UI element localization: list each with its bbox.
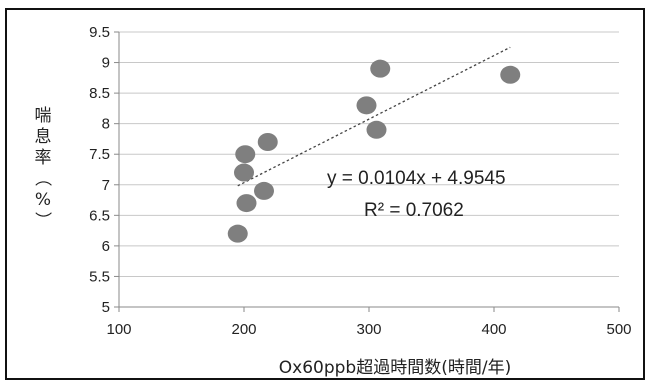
y-tick-label: 6.5: [89, 207, 110, 224]
y-axis-label-char: 息: [35, 127, 52, 147]
data-point: [366, 120, 387, 139]
data-point: [254, 181, 274, 200]
x-axis-label: Ox60ppb超過時間数(時間/年): [279, 358, 511, 378]
y-tick-labels: 5 5.5 6 6.5 7 7.5 8 8.5 9 9.5: [89, 24, 110, 316]
data-points: [227, 59, 521, 243]
data-point: [356, 96, 377, 115]
r-squared-label: R² = 0.7062: [364, 200, 464, 221]
y-axis-label-char: ）: [32, 212, 52, 229]
x-tick-label: 300: [356, 321, 381, 338]
y-tick-label: 8.5: [89, 85, 110, 102]
x-tick-label: 500: [606, 321, 631, 338]
trendline-group: [237, 46, 511, 187]
data-point: [234, 163, 254, 182]
y-axis-label-char: 率: [35, 148, 52, 168]
data-point: [500, 65, 521, 84]
data-point: [227, 224, 248, 243]
y-tick-label: 7.5: [89, 146, 110, 163]
data-point: [370, 59, 391, 78]
y-tick-label: 9.5: [89, 24, 110, 41]
y-axis-label: 喘息率 （% ）: [32, 106, 52, 229]
data-point: [236, 194, 257, 213]
x-tick-label: 100: [106, 321, 131, 338]
y-axis-label-char: （: [32, 170, 52, 187]
chart-frame: [5, 8, 645, 380]
y-tick-label: 6: [102, 238, 110, 255]
x-tick-labels: 100 200 300 400 500: [106, 321, 631, 338]
x-tick-label: 400: [481, 321, 506, 338]
y-axis-label-char: 喘: [35, 106, 52, 126]
trendline: [237, 46, 511, 187]
trendline-equation: y = 0.0104x + 4.9545: [327, 168, 506, 189]
y-tick-label: 9: [102, 55, 110, 72]
y-tick-label: 8: [102, 116, 110, 133]
grid-lines: [119, 31, 619, 308]
data-point: [235, 145, 256, 164]
y-tick-label: 5: [102, 299, 110, 316]
data-point: [257, 133, 278, 151]
x-tick-label: 200: [231, 321, 256, 338]
y-tick-label: 5.5: [89, 268, 110, 285]
axes: [114, 31, 620, 312]
y-tick-label: 7: [102, 177, 110, 194]
y-axis-label-char: %: [35, 190, 51, 210]
